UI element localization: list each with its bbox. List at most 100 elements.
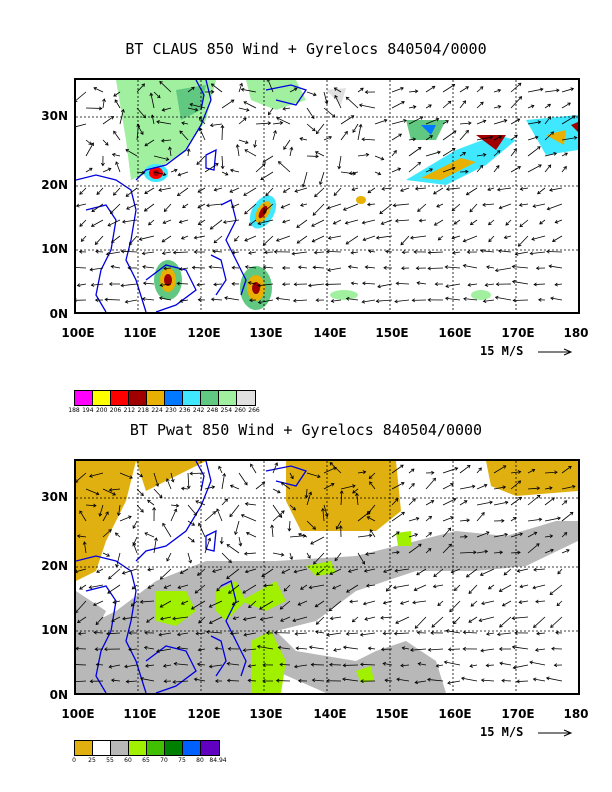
wind-vector-head: [412, 105, 417, 109]
legend-tick-label: 242: [192, 407, 205, 414]
wind-vector: [425, 135, 433, 141]
wind-vector: [517, 568, 529, 572]
wind-vector-head: [517, 166, 522, 170]
wind-vector-head: [301, 183, 306, 188]
wind-vector-head: [417, 208, 421, 212]
wind-vector: [254, 139, 257, 148]
wind-vector: [530, 251, 546, 255]
wind-vector-head: [352, 484, 356, 489]
legend-tick-label: 236: [179, 407, 191, 414]
wind-vector-head: [243, 117, 247, 122]
wind-vector: [177, 647, 189, 650]
legend-tick-label: 218: [137, 407, 149, 414]
panel1-lon-label: 110E: [123, 326, 157, 340]
wind-vector-head: [431, 85, 436, 90]
wind-vector: [164, 203, 172, 212]
wind-vector-head: [416, 571, 420, 576]
wind-vector-head: [295, 646, 299, 651]
wind-vector: [241, 514, 257, 522]
wind-vector-head: [329, 662, 333, 667]
wind-vector: [140, 600, 155, 603]
wind-vector-head: [304, 494, 309, 499]
wind-vector-head: [196, 161, 200, 166]
wind-vector-head: [219, 540, 224, 545]
wind-vector-head: [280, 552, 285, 557]
wind-vector: [400, 600, 410, 605]
wind-vector-head: [553, 151, 558, 156]
wind-vector-head: [178, 267, 183, 271]
wind-vector: [415, 187, 427, 190]
wind-vector: [340, 490, 343, 506]
wind-vector: [476, 531, 490, 538]
wind-vector-head: [414, 89, 419, 94]
wind-vector-head: [428, 104, 432, 108]
wind-vector-head: [501, 678, 505, 683]
wind-vector: [76, 472, 87, 483]
wind-vector: [246, 532, 257, 538]
wind-vector-head: [108, 282, 113, 286]
wind-vector-head: [178, 219, 183, 224]
wind-vector: [85, 167, 93, 173]
wind-vector: [527, 543, 540, 554]
wind-vector: [395, 219, 410, 222]
wind-vector-head: [329, 616, 334, 621]
wind-vector-head: [483, 483, 488, 488]
wind-vector: [281, 203, 291, 209]
wind-vector: [263, 584, 274, 587]
wind-vector-head: [462, 100, 467, 104]
wind-vector: [408, 138, 416, 141]
wind-vector: [362, 219, 376, 224]
wind-vector-head: [365, 551, 369, 556]
wind-vector-head: [197, 572, 201, 576]
wind-vector: [470, 600, 478, 607]
wind-vector: [282, 107, 291, 110]
wind-vector-head: [244, 481, 248, 486]
wind-vector: [142, 251, 155, 255]
wind-vector: [294, 187, 308, 192]
wind-vector: [179, 219, 189, 223]
wind-vector: [493, 119, 507, 125]
wind-vector: [244, 203, 257, 215]
wind-vector-head: [262, 159, 267, 163]
wind-vector-head: [245, 107, 250, 112]
wind-vector: [209, 664, 223, 668]
legend-swatch: [75, 391, 93, 405]
wind-vector-head: [514, 251, 519, 256]
wind-vector-head: [90, 283, 95, 287]
wind-vector: [352, 123, 359, 133]
wind-vector-head: [293, 664, 298, 669]
wind-vector-head: [280, 618, 284, 622]
wind-vector-head: [400, 86, 404, 91]
wind-vector-head: [572, 115, 576, 119]
wind-vector-head: [380, 221, 385, 226]
wind-vector: [561, 137, 577, 141]
wind-vector: [116, 552, 121, 568]
wind-vector: [306, 552, 311, 559]
legend-tick-label: 84.94: [209, 757, 227, 764]
wind-vector: [144, 532, 155, 538]
wind-vector: [263, 266, 274, 269]
wind-vector: [445, 266, 461, 269]
wind-vector: [122, 616, 138, 620]
wind-vector: [142, 266, 155, 269]
wind-vector-head: [345, 631, 350, 636]
wind-vector: [280, 616, 291, 622]
wind-vector: [442, 467, 458, 474]
wind-vector: [367, 203, 376, 206]
wind-vector-head: [179, 299, 183, 303]
wind-vector: [232, 251, 240, 254]
wind-vector: [323, 91, 328, 104]
wind-vector-head: [227, 646, 232, 651]
wind-vector: [206, 203, 223, 207]
wind-vector-head: [481, 512, 485, 516]
wind-vector-head: [162, 172, 167, 177]
wind-vector-head: [231, 265, 235, 270]
wind-vector-head: [368, 533, 373, 538]
wind-vector: [519, 584, 529, 588]
wind-vector-head: [162, 220, 167, 225]
wind-vector-head: [163, 585, 168, 589]
wind-vector-head: [427, 250, 432, 255]
wind-vector: [433, 584, 444, 588]
wind-vector: [131, 600, 138, 607]
wind-vector-head: [382, 631, 387, 636]
